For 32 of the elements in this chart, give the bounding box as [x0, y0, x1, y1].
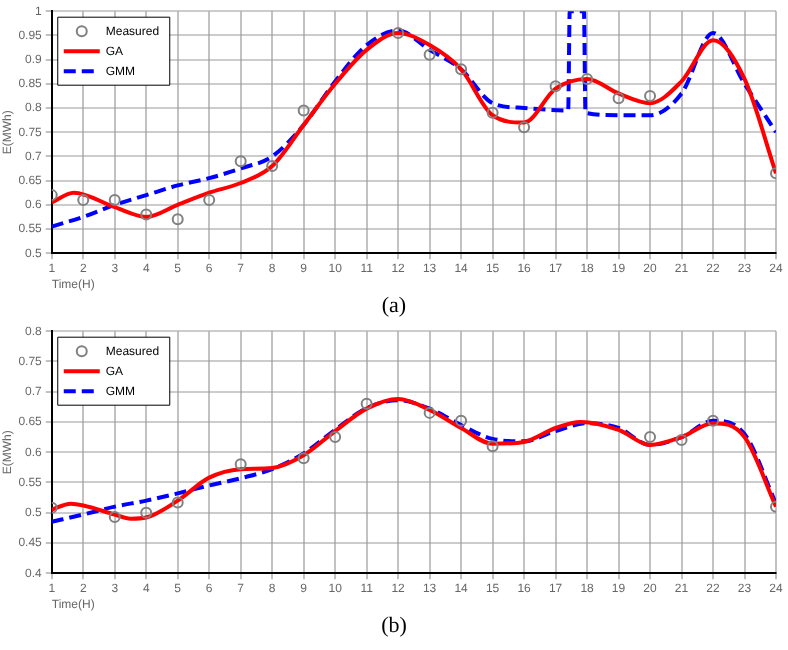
point	[518, 121, 531, 134]
point	[455, 414, 468, 427]
point	[234, 458, 247, 471]
point	[140, 208, 153, 221]
point	[455, 63, 468, 76]
point	[644, 89, 657, 102]
point	[644, 431, 657, 444]
text: (a)	[379, 292, 409, 320]
point	[392, 26, 405, 39]
point	[675, 434, 688, 447]
point	[549, 80, 562, 93]
point	[486, 440, 499, 453]
point	[581, 72, 594, 85]
point	[707, 414, 720, 427]
point	[486, 106, 499, 119]
point	[612, 92, 625, 105]
point	[234, 155, 247, 168]
point	[140, 506, 153, 519]
point	[329, 431, 342, 444]
point	[360, 397, 373, 410]
point	[297, 452, 310, 465]
point	[77, 193, 90, 206]
point	[266, 160, 279, 173]
text: (b)	[379, 612, 409, 640]
point	[423, 406, 436, 419]
point	[171, 213, 184, 226]
point	[171, 496, 184, 509]
point	[297, 104, 310, 117]
point	[203, 193, 216, 206]
point	[423, 48, 436, 61]
point	[108, 193, 121, 206]
point	[108, 510, 121, 523]
